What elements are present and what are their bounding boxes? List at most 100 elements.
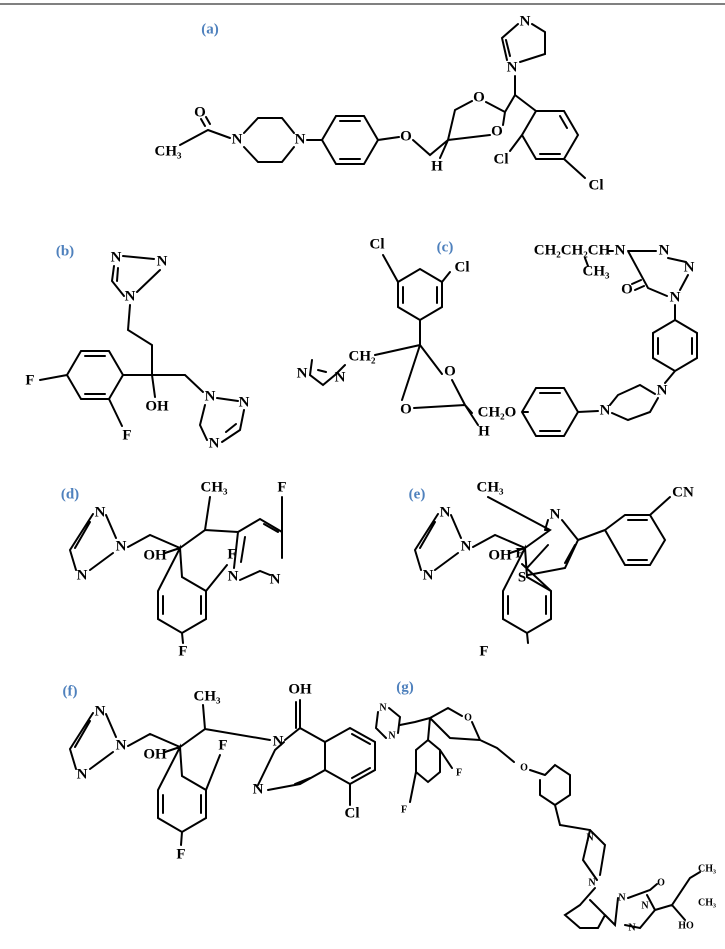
molecule-c: (c) CH₂CH₂CH N N CH₃ O N N Cl Cl N N CH₂… [297, 236, 698, 439]
atom: N [379, 702, 387, 713]
atom: N [670, 289, 681, 305]
molecule-f: (f) CH₃ OH N N N OH F N N Cl F [63, 681, 376, 862]
panel-label: (a) [201, 21, 219, 37]
atom: F [515, 545, 524, 561]
atom: N [157, 253, 168, 269]
atom: OH [143, 547, 167, 563]
atom: Cl [494, 151, 509, 167]
atom: CH₂ [349, 348, 377, 364]
atom: Cl [370, 236, 385, 252]
molecule-b: (b) N N N F F OH N N N [25, 243, 249, 451]
atom: S [518, 569, 526, 585]
molecule-d: (d) CH₃ F N N N OH F N N F [61, 479, 287, 659]
atom: O [657, 877, 665, 888]
molecule-e: (e) CH₃ N CN N N N OH F S F [409, 479, 694, 659]
bonds [413, 496, 671, 644]
atom: OH [143, 746, 167, 762]
panel-label: (f) [63, 683, 78, 699]
bonds [308, 250, 698, 437]
atom: N [295, 131, 306, 147]
atom: F [176, 846, 185, 862]
atom: Cl [455, 259, 470, 275]
atom: N [95, 703, 106, 719]
atom: F [122, 427, 131, 443]
atom: F [178, 643, 187, 659]
atom: F [277, 479, 286, 495]
atom: N [228, 568, 239, 584]
atom: N [618, 892, 626, 903]
atom: N [205, 388, 216, 404]
atom: N [423, 567, 434, 583]
atom: N [684, 259, 695, 275]
atom: CH₃ [201, 479, 229, 495]
atom: CH₃ [155, 143, 183, 159]
bonds [68, 699, 376, 846]
atom: F [25, 372, 34, 388]
atom: H [431, 158, 443, 174]
atom: N [461, 538, 472, 554]
atom: N [388, 730, 396, 741]
atom: N [628, 922, 636, 933]
atom: N [588, 877, 596, 888]
atom: CH₂CH₂CH [534, 242, 611, 258]
atom: N [657, 382, 668, 398]
atom: CH₃ [698, 897, 716, 908]
atom: CH₂O [478, 404, 517, 420]
atom: O [473, 89, 485, 105]
atom: N [111, 249, 122, 265]
molecule-a: (a) N N O O O H Cl Cl N N O CH₃ [155, 13, 604, 193]
atom: O [621, 281, 633, 297]
atom: F [227, 546, 236, 562]
atom: F [218, 737, 227, 753]
atom: O [520, 762, 528, 773]
atom: N [116, 538, 127, 554]
atom: N [440, 504, 451, 520]
atom: F [456, 767, 462, 778]
atom: OH [488, 547, 512, 563]
atom: N [77, 567, 88, 583]
atom: O [194, 104, 206, 120]
atom: HO [678, 920, 694, 931]
atom: N [586, 832, 594, 843]
atom: F [401, 804, 407, 815]
bonds [374, 706, 701, 930]
panel-label: (e) [409, 486, 426, 502]
bonds [68, 496, 283, 644]
atom: F [479, 643, 488, 659]
atom: N [335, 369, 346, 385]
atom: O [464, 712, 472, 723]
panel-label: (c) [437, 239, 454, 255]
atom: Cl [345, 805, 360, 821]
panel-label: (g) [396, 679, 414, 695]
bonds [179, 23, 586, 179]
atom: N [507, 59, 518, 75]
atom: N [95, 504, 106, 520]
atom: N [270, 571, 281, 587]
atom: N [116, 737, 127, 753]
atom: CH₃ [583, 263, 611, 279]
panel-label: (b) [56, 243, 74, 259]
atom: N [600, 402, 611, 418]
atom: CH₃ [194, 688, 222, 704]
atom: Cl [589, 177, 604, 193]
atom: N [520, 13, 531, 29]
atom: N [253, 781, 264, 797]
atom: CN [672, 484, 694, 500]
atom: N [239, 394, 250, 410]
atom: N [209, 435, 220, 451]
atom: OH [288, 681, 312, 697]
molecule-g: (g) N N O O F F N N N O N N CH₃ CH₃ HO [374, 679, 716, 933]
bonds [39, 255, 245, 443]
atom: O [444, 363, 456, 379]
atom: N [232, 131, 243, 147]
atom: N [297, 365, 308, 381]
atom: N [641, 900, 649, 911]
atom: N [125, 288, 136, 304]
atom: N [615, 242, 626, 258]
panel-label: (d) [61, 486, 79, 502]
atom: N [273, 733, 284, 749]
atom: O [491, 123, 503, 139]
atom: O [400, 128, 412, 144]
atom: OH [145, 398, 169, 414]
